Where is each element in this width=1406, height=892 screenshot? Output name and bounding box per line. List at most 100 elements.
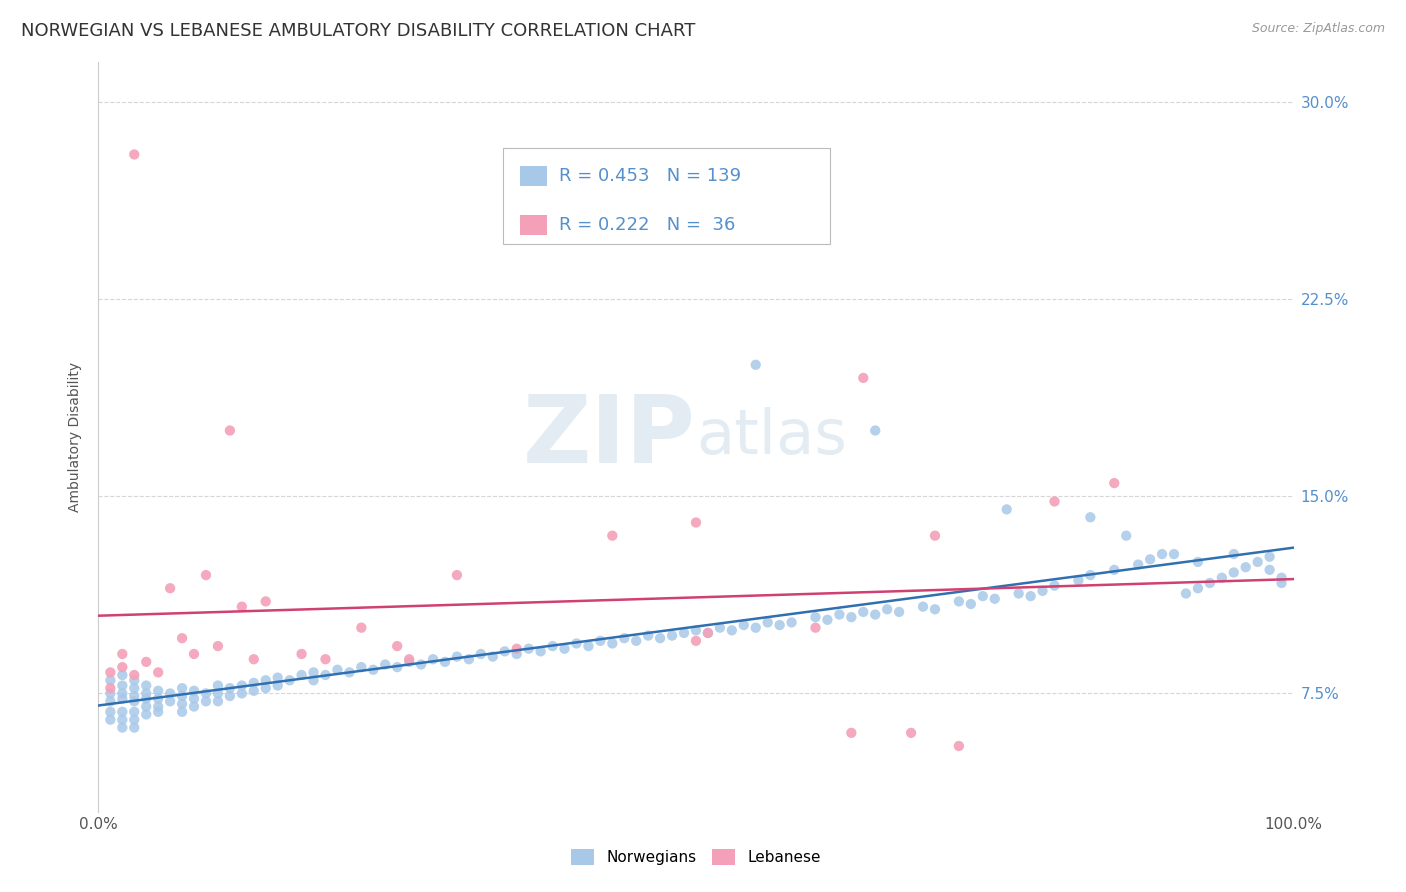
Point (506, 647, 529, 661)
Point (207, 694, 229, 708)
Point (541, 639, 564, 653)
Point (111, 668, 134, 682)
Point (1139, 552, 1161, 566)
Point (697, 626, 720, 640)
Point (291, 647, 314, 661)
Point (565, 636, 588, 650)
Point (315, 652, 337, 666)
Point (602, 529, 624, 543)
Point (446, 649, 468, 664)
Point (243, 676, 266, 690)
Point (231, 686, 253, 700)
Point (1163, 547, 1185, 561)
Point (554, 641, 576, 656)
Point (673, 626, 696, 640)
Point (267, 679, 290, 693)
Point (745, 358, 768, 372)
Point (1152, 547, 1174, 561)
Point (804, 621, 827, 635)
Point (243, 652, 266, 666)
Point (1271, 571, 1294, 585)
Point (733, 618, 755, 632)
Point (1104, 563, 1126, 577)
Point (972, 589, 994, 603)
Point (385, 660, 409, 674)
Point (398, 652, 420, 666)
Point (98, 705, 122, 719)
Point (1258, 549, 1281, 564)
Point (124, 147, 146, 161)
Point (195, 568, 218, 582)
Point (470, 647, 492, 661)
Point (172, 705, 194, 719)
Point (804, 610, 827, 624)
Point (661, 629, 683, 643)
Point (111, 660, 134, 674)
Point (960, 597, 983, 611)
Point (1043, 494, 1066, 508)
Point (148, 691, 170, 706)
Point (111, 705, 134, 719)
Point (172, 697, 194, 711)
Point (267, 671, 290, 685)
Point (481, 649, 505, 664)
Point (374, 657, 396, 672)
Point (183, 699, 205, 714)
Point (924, 529, 946, 543)
Point (685, 624, 707, 638)
Point (124, 689, 146, 703)
Point (219, 681, 242, 695)
Point (685, 633, 707, 648)
Point (124, 673, 146, 688)
Point (302, 673, 325, 688)
Point (434, 655, 457, 669)
Point (780, 615, 803, 630)
Point (183, 691, 205, 706)
Point (135, 699, 157, 714)
Point (815, 613, 838, 627)
Point (1043, 579, 1066, 593)
Point (111, 686, 134, 700)
Point (135, 655, 157, 669)
Point (1032, 583, 1054, 598)
Text: atlas: atlas (696, 407, 846, 467)
Point (530, 644, 553, 658)
Point (948, 594, 970, 608)
Point (195, 694, 218, 708)
Y-axis label: Ambulatory Disability: Ambulatory Disability (69, 362, 83, 512)
Point (745, 621, 768, 635)
Point (219, 689, 242, 703)
Point (172, 689, 194, 703)
Point (924, 602, 946, 616)
Point (159, 694, 181, 708)
Point (135, 691, 157, 706)
Point (602, 636, 624, 650)
Point (876, 602, 898, 616)
Point (183, 647, 205, 661)
Point (841, 726, 863, 740)
Point (1187, 581, 1209, 595)
Point (183, 683, 205, 698)
Point (124, 668, 146, 682)
Point (339, 665, 361, 680)
Point (852, 371, 875, 385)
Text: ZIP: ZIP (523, 391, 696, 483)
Point (148, 699, 170, 714)
Point (1175, 586, 1198, 600)
Point (124, 694, 146, 708)
Point (578, 639, 600, 653)
Point (637, 629, 659, 643)
Point (1247, 555, 1270, 569)
Point (111, 679, 134, 693)
Point (1115, 529, 1137, 543)
Point (135, 707, 157, 722)
Point (124, 705, 146, 719)
Point (172, 681, 194, 695)
Point (398, 655, 420, 669)
Point (1019, 589, 1042, 603)
Point (315, 668, 337, 682)
Point (1080, 568, 1102, 582)
Point (350, 621, 373, 635)
Point (1223, 547, 1246, 561)
Point (768, 618, 790, 632)
